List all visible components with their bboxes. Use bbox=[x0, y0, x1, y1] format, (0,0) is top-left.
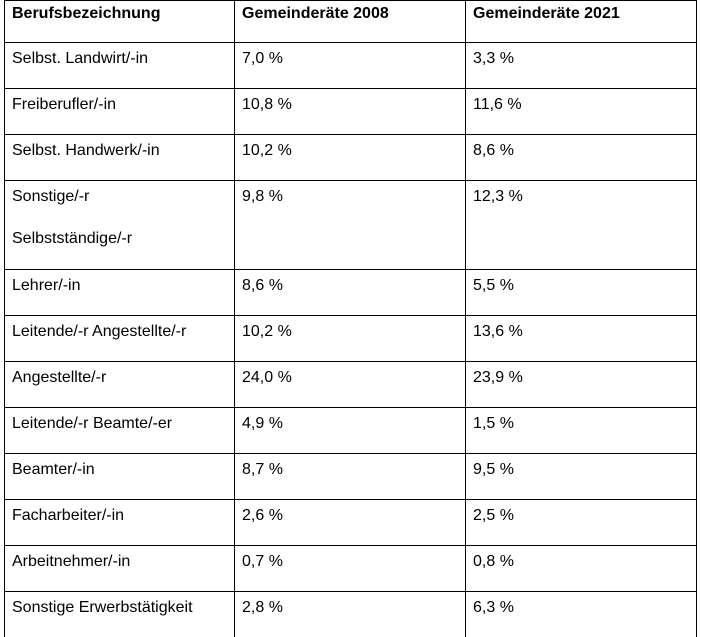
cell-share-2008: 10,2 % bbox=[235, 316, 466, 362]
cell-occupation: Arbeitnehmer/-in bbox=[5, 546, 235, 592]
table-row: Lehrer/-in 8,6 % 5,5 % bbox=[5, 270, 697, 316]
cell-share-2008: 10,8 % bbox=[235, 89, 466, 135]
table-row: Leitende/-r Angestellte/-r 10,2 % 13,6 % bbox=[5, 316, 697, 362]
cell-occupation: Sonstige/-r Selbstständige/-r bbox=[5, 181, 235, 270]
table-row: Leitende/-r Beamte/-er 4,9 % 1,5 % bbox=[5, 408, 697, 454]
table-row: Selbst. Landwirt/-in 7,0 % 3,3 % bbox=[5, 43, 697, 89]
table-row: Sonstige/-r Selbstständige/-r 9,8 % 12,3… bbox=[5, 181, 697, 270]
cell-share-2008: 24,0 % bbox=[235, 362, 466, 408]
cell-share-2008: 7,0 % bbox=[235, 43, 466, 89]
cell-occupation-line1: Sonstige/-r bbox=[12, 188, 89, 205]
cell-occupation: Selbst. Landwirt/-in bbox=[5, 43, 235, 89]
table-header-row: Berufsbezeichnung Gemeinderäte 2008 Geme… bbox=[5, 1, 697, 43]
cell-share-2008: 8,7 % bbox=[235, 454, 466, 500]
table-row: Angestellte/-r 24,0 % 23,9 % bbox=[5, 362, 697, 408]
cell-occupation: Angestellte/-r bbox=[5, 362, 235, 408]
cell-occupation: Facharbeiter/-in bbox=[5, 500, 235, 546]
cell-share-2008: 2,8 % bbox=[235, 592, 466, 637]
table-row: Sonstige Erwerbstätigkeit 2,8 % 6,3 % bbox=[5, 592, 697, 637]
header-councillors-2008: Gemeinderäte 2008 bbox=[235, 1, 466, 43]
cell-share-2021: 13,6 % bbox=[466, 316, 697, 362]
cell-occupation: Beamter/-in bbox=[5, 454, 235, 500]
cell-occupation: Leitende/-r Angestellte/-r bbox=[5, 316, 235, 362]
cell-occupation-line2: Selbstständige/-r bbox=[12, 229, 234, 249]
cell-share-2021: 5,5 % bbox=[466, 270, 697, 316]
table-row: Freiberufler/-in 10,8 % 11,6 % bbox=[5, 89, 697, 135]
cell-share-2021: 6,3 % bbox=[466, 592, 697, 637]
cell-share-2021: 2,5 % bbox=[466, 500, 697, 546]
table-row: Facharbeiter/-in 2,6 % 2,5 % bbox=[5, 500, 697, 546]
table-row: Beamter/-in 8,7 % 9,5 % bbox=[5, 454, 697, 500]
table-row: Selbst. Handwerk/-in 10,2 % 8,6 % bbox=[5, 135, 697, 181]
cell-share-2008: 9,8 % bbox=[235, 181, 466, 270]
cell-share-2021: 1,5 % bbox=[466, 408, 697, 454]
cell-share-2021: 11,6 % bbox=[466, 89, 697, 135]
cell-occupation: Leitende/-r Beamte/-er bbox=[5, 408, 235, 454]
cell-share-2021: 23,9 % bbox=[466, 362, 697, 408]
header-councillors-2021: Gemeinderäte 2021 bbox=[466, 1, 697, 43]
cell-share-2021: 8,6 % bbox=[466, 135, 697, 181]
cell-occupation: Freiberufler/-in bbox=[5, 89, 235, 135]
cell-share-2008: 8,6 % bbox=[235, 270, 466, 316]
cell-occupation: Sonstige Erwerbstätigkeit bbox=[5, 592, 235, 637]
cell-share-2021: 3,3 % bbox=[466, 43, 697, 89]
cell-share-2021: 9,5 % bbox=[466, 454, 697, 500]
cell-share-2021: 12,3 % bbox=[466, 181, 697, 270]
cell-share-2008: 4,9 % bbox=[235, 408, 466, 454]
cell-occupation: Selbst. Handwerk/-in bbox=[5, 135, 235, 181]
header-occupation: Berufsbezeichnung bbox=[5, 1, 235, 43]
cell-occupation: Lehrer/-in bbox=[5, 270, 235, 316]
occupation-share-table: Berufsbezeichnung Gemeinderäte 2008 Geme… bbox=[4, 0, 697, 637]
cell-share-2008: 2,6 % bbox=[235, 500, 466, 546]
cell-share-2008: 0,7 % bbox=[235, 546, 466, 592]
table-row: Arbeitnehmer/-in 0,7 % 0,8 % bbox=[5, 546, 697, 592]
cell-share-2021: 0,8 % bbox=[466, 546, 697, 592]
cell-share-2008: 10,2 % bbox=[235, 135, 466, 181]
